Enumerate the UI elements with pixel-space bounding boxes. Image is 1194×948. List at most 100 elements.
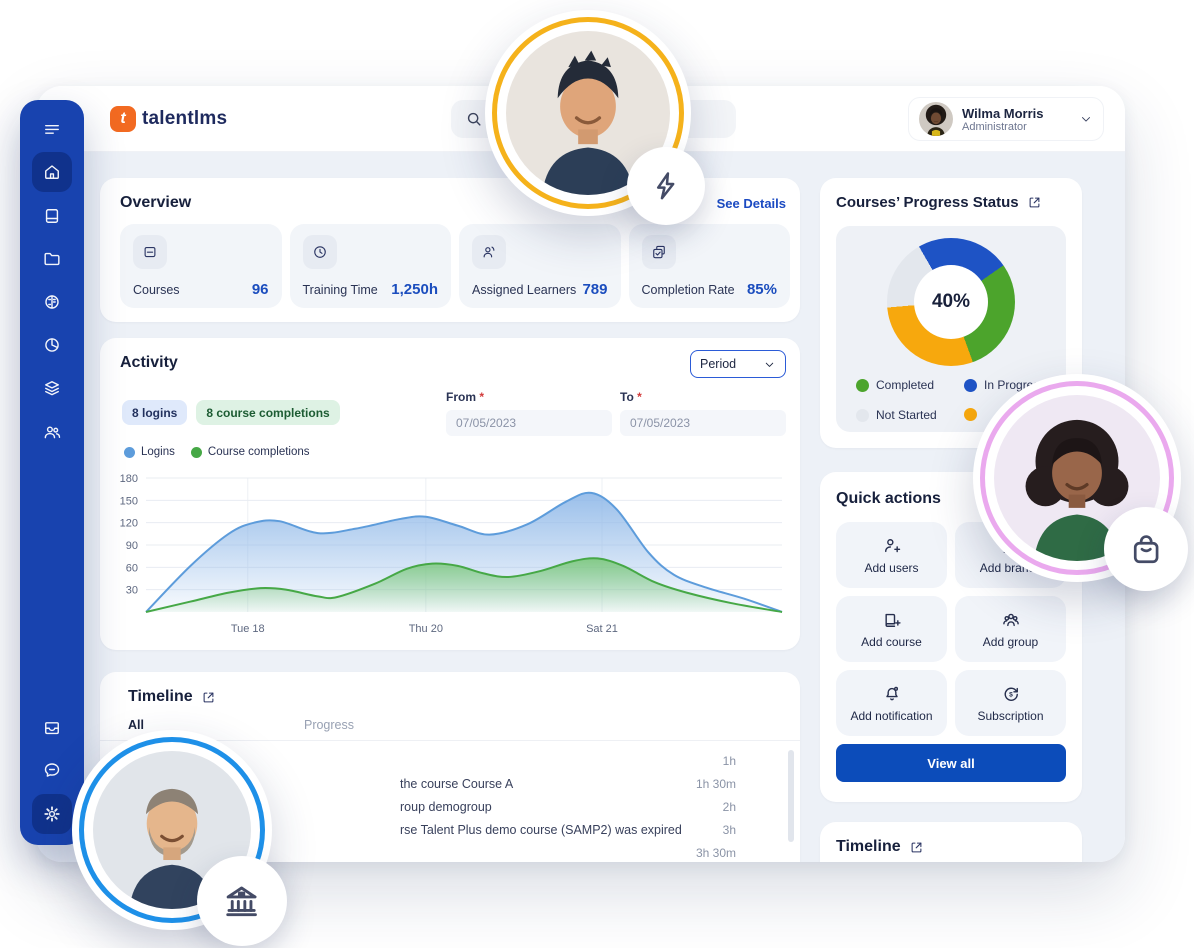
stat-value: 1,250h (391, 281, 438, 298)
message-bubble-icon (44, 763, 60, 777)
external-link-icon[interactable] (201, 690, 216, 705)
progress-title: Courses’ Progress Status (836, 194, 1019, 211)
avatar-photo-woman (994, 395, 1160, 561)
layers-icon (45, 381, 59, 396)
stat-tile-completion-rate: Completion Rate 85% (628, 224, 790, 308)
legend-not-started: Not Started (856, 408, 937, 422)
bank-badge (197, 856, 287, 946)
sidebar-nav (20, 100, 84, 845)
stat-tile-courses: Courses 96 (120, 224, 282, 308)
external-link-icon[interactable] (1027, 195, 1042, 210)
tab-progress[interactable]: Progress (303, 718, 355, 732)
svg-text:120: 120 (120, 518, 138, 530)
svg-text:180: 180 (120, 473, 138, 485)
reports-pie-icon (45, 338, 59, 352)
timeline-row: roup demogroup 2h (400, 800, 736, 814)
stat-label: Completion Rate (641, 283, 735, 297)
svg-text:30: 30 (126, 585, 138, 597)
courses-book-icon (45, 209, 59, 223)
svg-text:$: $ (1009, 691, 1013, 698)
timeline-secondary-title: Timeline (836, 838, 901, 855)
shopping-bag-icon (1133, 535, 1159, 563)
folder-icon (44, 252, 60, 266)
from-date-input[interactable]: 07/05/2023 (446, 410, 612, 436)
tab-all[interactable]: All (128, 718, 144, 732)
svg-text:60: 60 (126, 562, 138, 574)
home-icon (45, 165, 59, 179)
to-label: To * (620, 390, 642, 404)
completions-dot (190, 446, 202, 458)
logins-dot (124, 446, 135, 458)
stat-tile-assigned-learners: Assigned Learners 789 (459, 224, 621, 308)
timeline-scrollbar[interactable] (788, 750, 794, 842)
timeline-secondary-card: Timeline (820, 822, 1082, 862)
chevron-down-icon (1082, 117, 1090, 122)
brand-logo-icon: t (110, 106, 136, 132)
view-all-button[interactable]: View all (836, 744, 1066, 782)
stat-value: 96 (251, 281, 269, 298)
svg-text:Sat 21: Sat 21 (586, 623, 618, 635)
timeline-row: 3h 30m (695, 846, 736, 860)
sidebar-item-messages[interactable] (32, 750, 72, 790)
activity-title: Activity (120, 354, 178, 371)
course-card-icon (133, 235, 167, 269)
stat-label: Courses (133, 283, 180, 297)
sidebar-item-home[interactable] (32, 152, 72, 192)
stat-tile-training-time: Training Time 1,250h (289, 224, 451, 308)
users-group-icon (44, 426, 61, 439)
timeline-title: Timeline (128, 688, 193, 705)
svg-text:90: 90 (126, 540, 138, 552)
stat-value: 85% (746, 281, 777, 298)
svg-text:Thu 20: Thu 20 (409, 623, 443, 635)
sidebar-item-settings[interactable] (32, 794, 72, 834)
timeline-row: the course Course A 1h 30m (400, 777, 736, 791)
activity-card: Activity Period 8 logins 8 course comple… (100, 338, 800, 650)
logins-badge: 8 logins (122, 400, 188, 425)
refresh-dollar-icon: $ (1004, 687, 1018, 701)
user-avatar (919, 102, 953, 136)
sidebar-item-inbox[interactable] (32, 708, 72, 748)
bank-icon (226, 886, 258, 917)
ai-brain-icon (45, 295, 59, 309)
sidebar-item-ai[interactable] (32, 282, 72, 322)
period-select[interactable]: Period (690, 350, 786, 378)
clock-icon (302, 235, 337, 269)
search-icon (467, 112, 481, 126)
stat-label: Training Time (302, 283, 378, 297)
legend-course-completions: Course completions (190, 446, 310, 458)
activity-area-chart: Tue 18 Thu 20 Sat 21 30 60 90 120 150 180 (120, 473, 783, 635)
from-label: From * (446, 390, 485, 404)
user-role: Administrator (962, 120, 1027, 133)
sidebar-item-reports[interactable] (32, 325, 72, 365)
period-label: Period (700, 357, 737, 371)
sidebar-item-files[interactable] (32, 239, 72, 279)
user-plus-icon (884, 538, 900, 552)
user-name: Wilma Morris (962, 105, 1044, 121)
external-link-icon[interactable] (909, 840, 924, 855)
to-date-input[interactable]: 07/05/2023 (620, 410, 786, 436)
divider (100, 740, 800, 741)
course-completions-badge: 8 course completions (196, 400, 340, 425)
donut-center-label: 40% (914, 265, 988, 339)
people-group-icon (1002, 613, 1019, 626)
add-notification-button[interactable]: Add notification (836, 670, 947, 736)
dashboard-window: t talentlms Wilma Morris Administrator O… (36, 86, 1125, 862)
add-group-button[interactable]: Add group (955, 596, 1066, 662)
subscription-button[interactable]: $ Subscription (955, 670, 1066, 736)
see-details-link[interactable]: See Details (716, 196, 786, 211)
legend-logins: Logins (124, 446, 175, 458)
quick-actions-title: Quick actions (836, 490, 941, 507)
sidebar-item-menu[interactable] (32, 109, 72, 149)
settings-gear-icon (44, 806, 60, 822)
add-course-button[interactable]: Add course (836, 596, 947, 662)
sidebar-item-courses[interactable] (32, 196, 72, 236)
overview-title: Overview (120, 194, 192, 211)
lightning-badge (627, 147, 705, 225)
timeline-row: 1h (722, 754, 736, 768)
svg-text:Tue 18: Tue 18 (231, 623, 265, 635)
user-menu[interactable]: Wilma Morris Administrator (908, 97, 1104, 141)
sidebar-item-users[interactable] (32, 412, 72, 452)
add-users-button[interactable]: Add users (836, 522, 947, 588)
sidebar-item-layers[interactable] (32, 368, 72, 408)
quick-actions-card: Quick actions Add users Add branch Add c… (820, 472, 1082, 802)
